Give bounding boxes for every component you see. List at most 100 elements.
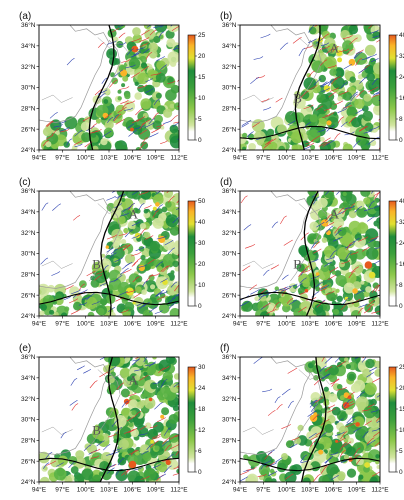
y-tick-label: 26°N bbox=[21, 457, 36, 465]
x-tick-label: 94°E bbox=[233, 320, 248, 328]
x-tick-label: 97°E bbox=[256, 154, 271, 162]
colorbar-bar bbox=[388, 200, 397, 307]
y-tick-label: 34°N bbox=[222, 42, 237, 50]
colorbar-tick-label: 20 bbox=[198, 53, 206, 60]
colorbar-tick-label: 10 bbox=[399, 427, 404, 434]
province-line bbox=[298, 203, 330, 219]
province-line bbox=[298, 369, 330, 385]
y-tick-label: 30°N bbox=[21, 84, 36, 92]
y-tick-label: 30°N bbox=[21, 416, 36, 424]
colorbar-tick-label: 24 bbox=[399, 74, 404, 81]
colorbar-tick-label: 8 bbox=[399, 116, 403, 123]
province-line bbox=[242, 426, 274, 435]
marker-a: A bbox=[129, 207, 139, 222]
x-tick-label: 94°E bbox=[233, 154, 248, 162]
contour-line bbox=[294, 25, 321, 150]
marker-b: B bbox=[92, 423, 101, 438]
y-tick-label: 26°N bbox=[222, 291, 237, 299]
province-line bbox=[41, 94, 73, 103]
plateau-boundary bbox=[39, 25, 110, 123]
panel-6: (f) 24°N 26°N 28°N 30°N 32°N 34°N 36°N 94°E 97°E 1… bbox=[220, 343, 404, 494]
x-tick-label: 94°E bbox=[32, 320, 47, 328]
plateau-boundary bbox=[39, 357, 110, 455]
map-content bbox=[240, 25, 380, 150]
x-tick-label: 109°E bbox=[348, 486, 366, 494]
x-tick-label: 97°E bbox=[55, 320, 70, 328]
panel-label: (f) bbox=[220, 343, 229, 354]
basin-boundary bbox=[290, 39, 322, 116]
colorbar-tick-label: 50 bbox=[198, 198, 206, 205]
y-tick-label: 32°N bbox=[21, 63, 36, 71]
marker-b: B bbox=[293, 91, 302, 106]
x-tick-label: 103°E bbox=[100, 154, 118, 162]
x-tick-label: 112°E bbox=[371, 154, 389, 162]
colorbar: 0 5 10 15 20 25 bbox=[388, 364, 404, 476]
colorbar-tick-label: 0 bbox=[399, 469, 403, 476]
x-tick-label: 112°E bbox=[371, 320, 389, 328]
y-tick-label: 24°N bbox=[21, 312, 36, 320]
colorbar-bar bbox=[388, 366, 397, 473]
colorbar-bar bbox=[388, 34, 397, 141]
y-tick-label: 32°N bbox=[222, 63, 237, 71]
y-tick-label: 24°N bbox=[222, 478, 237, 486]
x-tick-label: 103°E bbox=[100, 486, 118, 494]
map-content bbox=[240, 357, 380, 482]
plateau-boundary bbox=[240, 191, 311, 289]
y-tick-label: 28°N bbox=[21, 271, 36, 279]
panel-5: (e) A B 24°N 26°N 28°N 30°N 32°N 34°N 36°N 94°E 97°… bbox=[19, 343, 206, 494]
colorbar: 0 8 16 24 32 40 bbox=[388, 198, 404, 310]
map-content bbox=[240, 191, 380, 316]
wind-barbs bbox=[42, 357, 179, 482]
marker-b: B bbox=[293, 257, 302, 272]
x-tick-label: 97°E bbox=[55, 154, 70, 162]
y-tick-label: 26°N bbox=[222, 457, 237, 465]
province-line bbox=[242, 94, 274, 103]
colorbar-tick-label: 40 bbox=[399, 32, 404, 39]
colorbar-tick-label: 20 bbox=[198, 261, 206, 268]
panel-label: (b) bbox=[220, 11, 232, 22]
y-tick-label: 24°N bbox=[222, 312, 237, 320]
y-tick-label: 28°N bbox=[222, 437, 237, 445]
y-tick-label: 26°N bbox=[222, 125, 237, 133]
y-tick-label: 28°N bbox=[21, 437, 36, 445]
y-tick-label: 28°N bbox=[222, 105, 237, 113]
panel-label: (c) bbox=[19, 177, 31, 188]
x-tick-label: 109°E bbox=[147, 154, 165, 162]
y-tick-label: 36°N bbox=[21, 21, 36, 29]
x-tick-label: 112°E bbox=[170, 486, 188, 494]
colorbar-tick-label: 5 bbox=[198, 116, 202, 123]
colorbar: 0 10 20 30 40 50 bbox=[187, 198, 206, 310]
x-tick-label: 109°E bbox=[348, 154, 366, 162]
contour-line bbox=[88, 25, 115, 150]
x-tick-label: 97°E bbox=[256, 486, 271, 494]
colorbar-tick-label: 5 bbox=[399, 448, 403, 455]
y-tick-label: 34°N bbox=[222, 374, 237, 382]
y-tick-label: 24°N bbox=[222, 146, 237, 154]
y-tick-label: 26°N bbox=[21, 125, 36, 133]
y-tick-label: 30°N bbox=[222, 84, 237, 92]
y-tick-label: 26°N bbox=[21, 291, 36, 299]
basin-boundary bbox=[89, 205, 121, 282]
shaded-field bbox=[39, 191, 179, 316]
colorbar-tick-label: 0 bbox=[399, 137, 403, 144]
wind-barbs bbox=[240, 191, 380, 314]
panel-4: (d) A B 24°N 26°N 28°N 30°N 32°N 34°N 36°N 94°E 97°… bbox=[220, 177, 404, 328]
province-line bbox=[298, 37, 330, 53]
colorbar-tick-label: 0 bbox=[198, 137, 202, 144]
shaded-field bbox=[39, 357, 179, 482]
colorbar-tick-label: 10 bbox=[198, 282, 206, 289]
marker-a: A bbox=[330, 41, 340, 56]
colorbar: 0 8 16 24 32 40 bbox=[388, 32, 404, 144]
colorbar-tick-label: 25 bbox=[198, 32, 206, 39]
x-tick-label: 103°E bbox=[301, 320, 319, 328]
panel-1: (a) 24°N 26°N 28°N 30°N 32°N 34°N 36°N 94°E 97°E 1… bbox=[19, 11, 206, 162]
basin-boundary bbox=[89, 371, 121, 448]
map-content bbox=[39, 191, 179, 316]
colorbar-tick-label: 25 bbox=[399, 364, 404, 371]
x-tick-label: 112°E bbox=[170, 320, 188, 328]
x-tick-label: 103°E bbox=[100, 320, 118, 328]
colorbar-tick-label: 15 bbox=[399, 406, 404, 413]
colorbar-tick-label: 8 bbox=[399, 282, 403, 289]
contour-line bbox=[303, 191, 319, 316]
panel-label: (a) bbox=[19, 11, 31, 22]
